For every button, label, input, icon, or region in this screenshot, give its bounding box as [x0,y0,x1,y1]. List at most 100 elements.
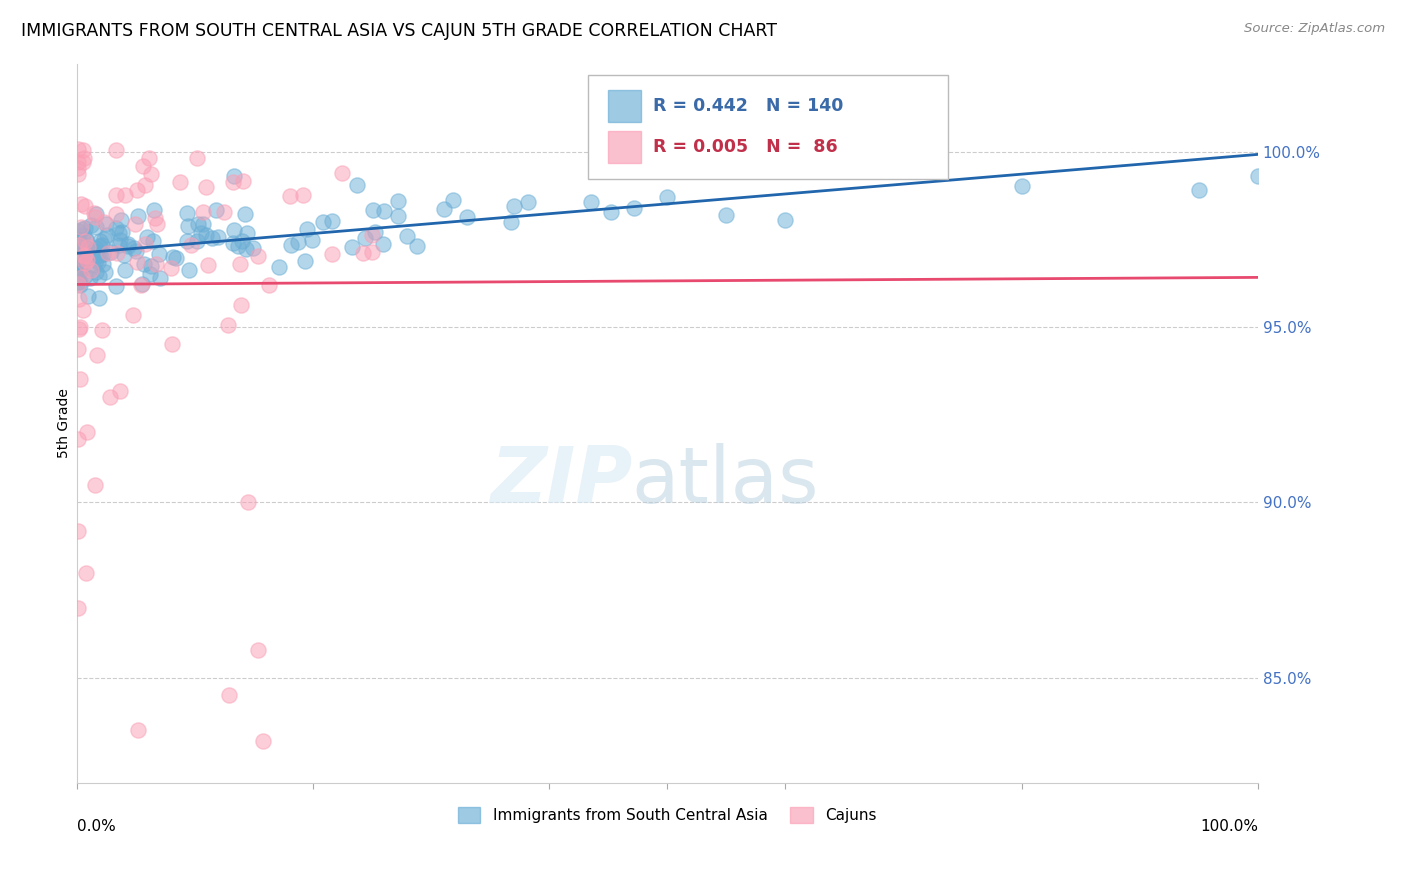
Point [499,214,522,228]
Point [142,202,165,217]
Point [371,237,394,252]
Point [67,235,90,249]
Point [287,235,309,249]
Point [66,232,89,246]
Point [503,199,526,213]
Point [72,154,94,169]
Point [291,187,314,202]
Point [66,224,89,238]
Point [84,241,107,255]
Point [600,205,623,219]
Point [94,265,117,279]
Point [72,303,94,318]
Point [221,176,243,190]
Point [197,258,219,272]
Point [361,227,384,242]
Point [145,257,167,271]
Point [66,273,89,287]
Point [77,240,100,254]
Point [169,175,191,189]
Text: R = 0.005   N =  86: R = 0.005 N = 86 [654,137,838,156]
Point [200,231,222,245]
Point [83,244,105,259]
Point [191,205,214,219]
Point [180,237,202,252]
Point [191,218,214,232]
Text: 0.0%: 0.0% [77,819,115,834]
Point [129,277,152,292]
Point [114,263,136,277]
Point [66,252,89,266]
Point [70,220,93,235]
Point [73,253,96,268]
Point [127,209,149,223]
Point [361,202,384,217]
Point [75,232,97,246]
Point [222,236,245,251]
Point [142,235,165,249]
Point [73,237,96,252]
Point [146,217,169,231]
Point [352,246,374,260]
Point [72,262,94,277]
Point [387,209,409,223]
Point [177,263,200,277]
Point [89,248,111,262]
Point [162,251,184,265]
Point [105,220,128,235]
Point [91,257,114,271]
Point [98,390,121,404]
Point [257,278,280,293]
Point [579,194,602,209]
Point [66,238,89,252]
Point [73,234,96,248]
Point [134,237,156,252]
Point [66,257,89,271]
Point [80,263,103,277]
Text: R = 0.442   N = 140: R = 0.442 N = 140 [654,96,844,115]
Point [301,233,323,247]
Point [330,166,353,180]
Point [80,218,103,232]
Point [231,235,253,249]
Point [127,723,149,738]
Point [278,189,301,203]
Point [93,215,115,229]
Point [149,270,172,285]
Point [112,248,135,262]
Point [73,151,96,165]
Point [93,247,115,261]
Point [775,213,797,227]
Point [104,143,127,157]
Point [70,196,93,211]
Point [86,255,108,269]
Point [125,244,148,258]
Point [66,239,89,253]
Point [124,241,146,255]
Point [87,291,110,305]
Point [1011,178,1033,193]
Point [69,277,91,292]
Point [91,323,114,337]
Point [141,167,163,181]
Point [91,238,114,252]
Point [1188,183,1211,197]
Text: Source: ZipAtlas.com: Source: ZipAtlas.com [1244,22,1385,36]
Point [110,213,132,227]
Point [66,259,89,273]
Point [75,233,97,247]
Point [66,161,89,176]
Point [122,308,145,322]
Point [269,260,291,275]
Point [312,215,335,229]
Point [235,242,257,256]
Text: IMMIGRANTS FROM SOUTH CENTRAL ASIA VS CAJUN 5TH GRADE CORRELATION CHART: IMMIGRANTS FROM SOUTH CENTRAL ASIA VS CA… [21,22,778,40]
Point [87,239,110,253]
Point [69,372,91,386]
Point [83,249,105,263]
Point [247,249,270,263]
Point [231,298,253,312]
Point [66,343,89,357]
Point [67,321,90,335]
Point [893,155,915,169]
